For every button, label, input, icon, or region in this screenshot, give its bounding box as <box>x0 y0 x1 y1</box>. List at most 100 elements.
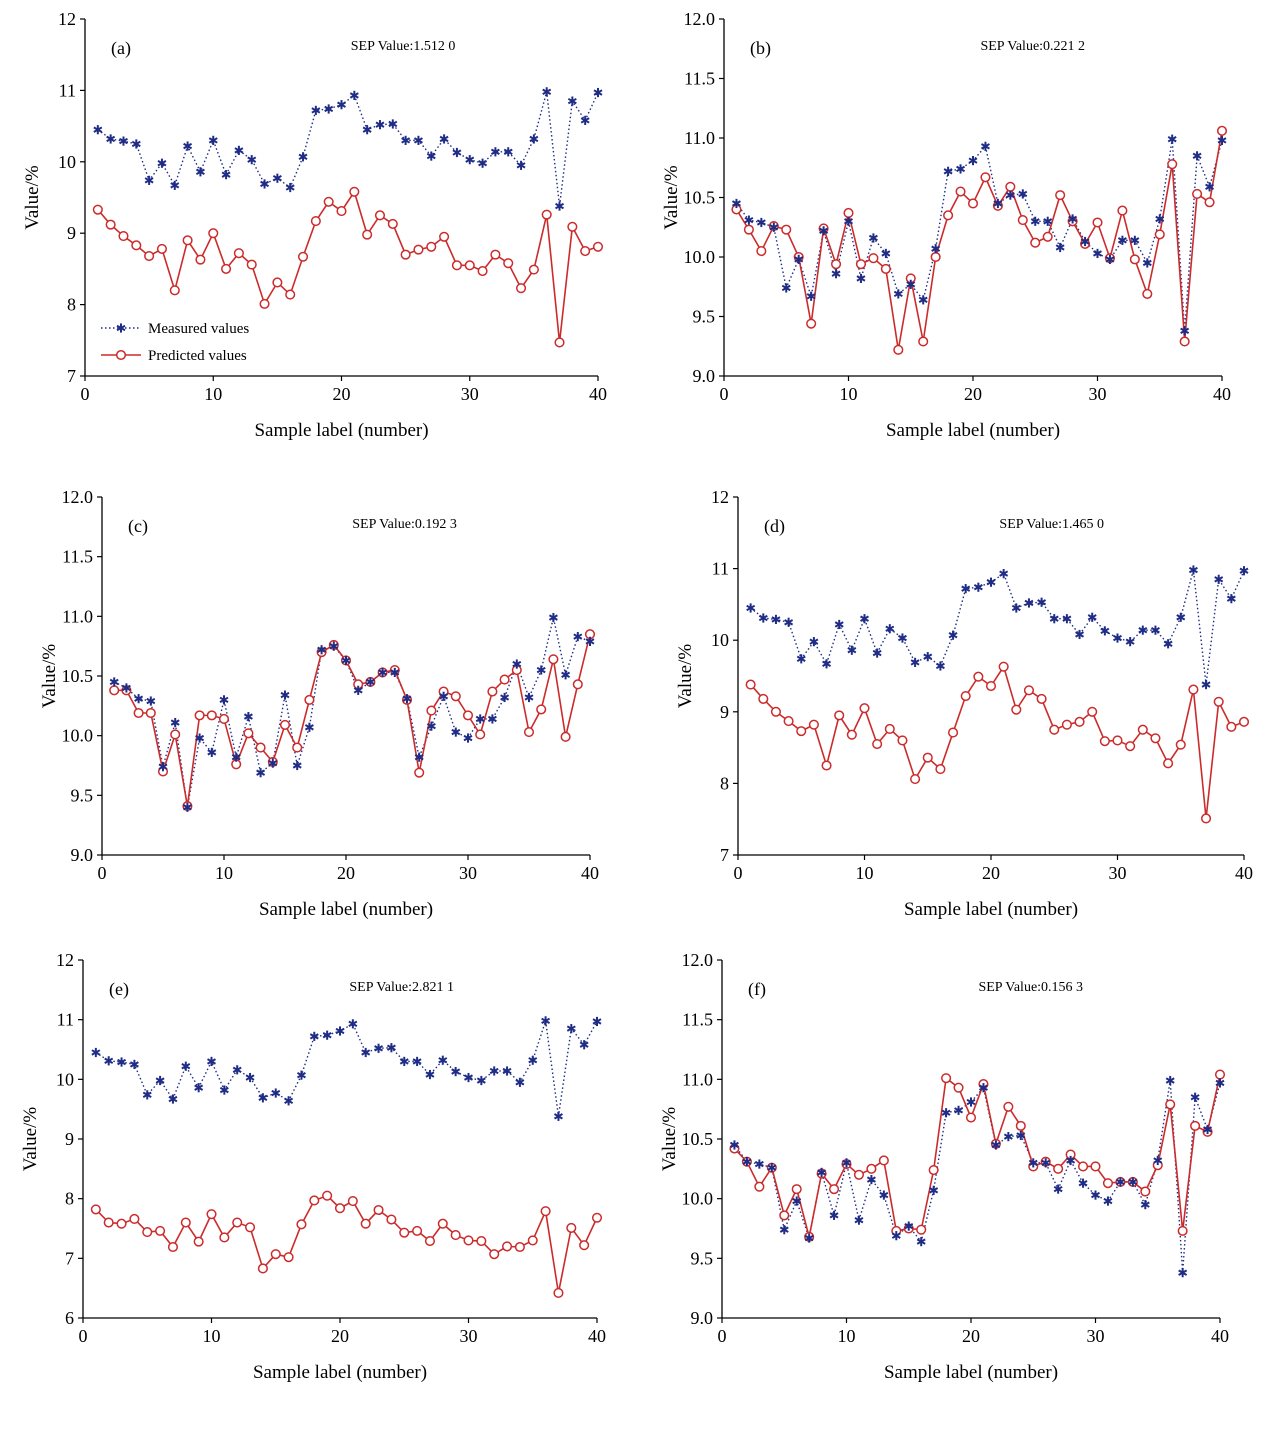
measured-point <box>923 652 933 662</box>
measured-point <box>1113 633 1122 643</box>
measured-point <box>502 1066 512 1076</box>
measured-point <box>809 637 819 647</box>
predicted-point <box>1030 237 1041 248</box>
measured-point-stroke <box>1005 191 1015 199</box>
y-tick-label: 9.0 <box>693 366 716 386</box>
measured-point-stroke <box>929 1187 939 1194</box>
measured-point-stroke <box>374 1045 384 1052</box>
measured-point <box>961 584 971 594</box>
predicted-point <box>829 1184 840 1195</box>
measured-point-stroke <box>1080 238 1090 245</box>
y-axis-label: Value/% <box>22 165 43 230</box>
measured-point-stroke <box>1163 640 1173 647</box>
measured-point-stroke <box>1093 250 1102 257</box>
measured-point-stroke <box>304 724 314 731</box>
measured-point <box>181 1061 191 1071</box>
predicted-point <box>362 229 373 240</box>
measured-point-stroke <box>1239 567 1249 574</box>
measured-point <box>548 612 558 623</box>
measured-point <box>121 683 131 693</box>
y-tick-label: 10 <box>56 1069 74 1089</box>
predicted-point <box>1092 217 1103 228</box>
y-tick-label: 10.0 <box>684 247 716 267</box>
measured-point <box>1028 1158 1038 1168</box>
measured-point <box>1053 1184 1063 1194</box>
measured-point <box>1075 629 1085 640</box>
measured-point <box>804 1233 814 1243</box>
predicted-point <box>1192 188 1203 199</box>
predicted-point <box>270 1249 281 1260</box>
predicted-point <box>808 719 819 730</box>
predicted-point <box>960 690 971 702</box>
predicted-point <box>754 1181 765 1192</box>
predicted-point <box>834 710 845 721</box>
measured-point <box>219 1085 229 1095</box>
measured-point <box>375 120 385 130</box>
measured-point <box>567 96 577 106</box>
measured-point <box>512 659 522 669</box>
predicted-point <box>580 246 591 257</box>
measured-point <box>1080 236 1090 247</box>
measured-point-stroke <box>529 135 539 143</box>
measured-point <box>897 633 907 643</box>
predicted-point <box>527 1235 538 1246</box>
measured-point-stroke <box>170 182 180 189</box>
y-axis-label: Value/% <box>659 1107 680 1172</box>
predicted-point <box>1167 159 1178 170</box>
predicted-point <box>1061 719 1072 730</box>
measured-point <box>592 1016 602 1027</box>
y-tick-label: 11.5 <box>62 547 93 567</box>
measured-point <box>324 104 334 114</box>
measured-point <box>399 1056 409 1067</box>
measured-point <box>1167 134 1177 144</box>
measured-point-stroke <box>1103 1197 1113 1205</box>
predicted-point <box>167 1241 178 1253</box>
measured-point <box>104 1056 114 1066</box>
measured-point-stroke <box>232 1066 242 1073</box>
measured-point-stroke <box>585 638 595 645</box>
predicted-point <box>806 318 817 329</box>
measured-point <box>931 244 941 254</box>
measured-point <box>256 768 266 778</box>
predicted-point <box>536 704 547 715</box>
measured-point <box>1087 612 1097 622</box>
measured-point-stroke <box>500 694 510 701</box>
measured-point <box>993 198 1003 209</box>
measured-point <box>553 1111 563 1121</box>
predicted-point <box>1017 215 1028 226</box>
measured-point-stroke <box>881 250 891 257</box>
measured-point <box>794 254 804 264</box>
measured-point <box>973 582 983 592</box>
legend: Measured values Predicted values <box>101 321 249 364</box>
measured-point-stroke <box>243 713 253 720</box>
measured-point-stroke <box>792 1197 802 1205</box>
measured-point-stroke <box>769 224 779 231</box>
measured-point <box>742 1157 752 1167</box>
measured-point <box>891 1231 901 1241</box>
measured-point <box>1024 598 1034 608</box>
measured-point <box>271 1088 281 1098</box>
measured-point-stroke <box>941 1109 951 1116</box>
predicted-point <box>292 742 303 753</box>
measured-point-stroke <box>854 1216 864 1224</box>
sep-value-label: SEP Value:2.821 1 <box>349 980 454 995</box>
measured-point-stroke <box>541 1017 551 1025</box>
predicted-point <box>967 198 979 209</box>
predicted-point <box>374 210 386 221</box>
predicted-point <box>490 249 501 260</box>
measured-point-stroke <box>1037 599 1047 606</box>
legend-measured-marker <box>116 323 126 333</box>
measured-point-stroke <box>1018 190 1028 198</box>
measured-point <box>819 226 829 236</box>
measured-point-stroke <box>1113 634 1122 642</box>
panel-label: (b) <box>750 38 771 59</box>
measured-point-stroke <box>904 1222 914 1230</box>
predicted-point <box>413 244 424 255</box>
predicted-point <box>463 1235 474 1246</box>
measured-point <box>822 659 832 669</box>
measured-point-stroke <box>335 1027 345 1035</box>
predicted-point <box>758 693 769 704</box>
predicted-point <box>1140 1186 1151 1197</box>
measured-point <box>285 182 295 193</box>
measured-point-stroke <box>390 669 400 676</box>
